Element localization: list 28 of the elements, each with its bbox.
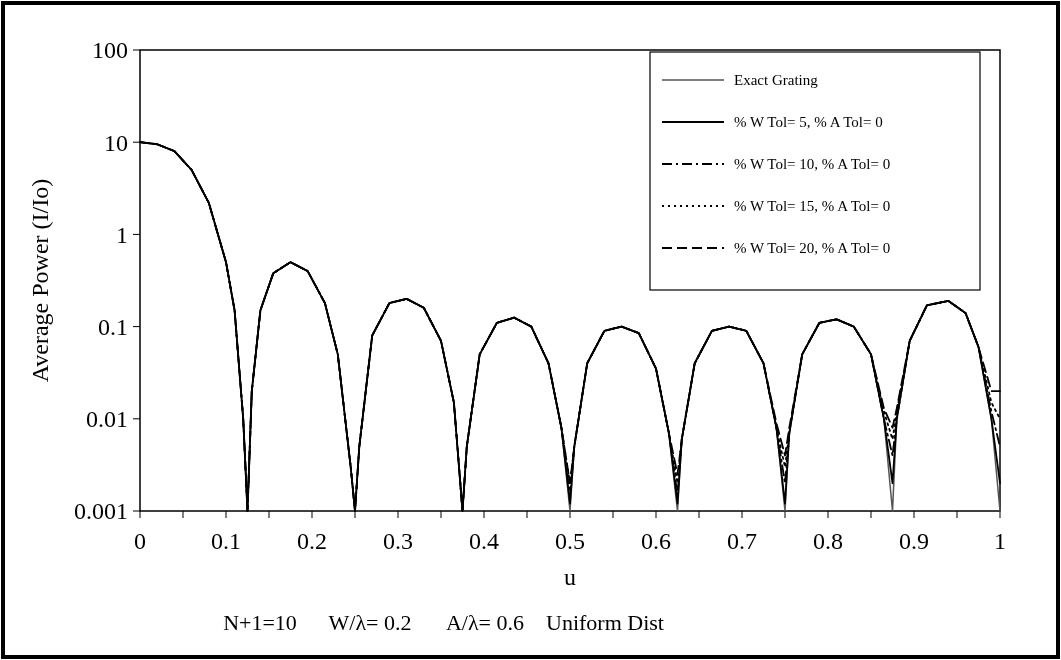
x-tick-label: 0.9 — [899, 528, 929, 554]
legend-label: % W Tol= 10, % A Tol= 0 — [734, 156, 891, 173]
legend-label: % W Tol= 5, % A Tol= 0 — [734, 114, 883, 131]
text: Uniform Dist — [546, 610, 664, 635]
x-tick-label: 0.8 — [813, 528, 843, 554]
x-tick-label: 0.5 — [555, 528, 585, 554]
y-tick-label: 0.01 — [86, 406, 128, 433]
y-tick-label: 0.1 — [98, 314, 128, 340]
y-axis-title: Average Power (I/Io) — [27, 178, 53, 383]
x-tick-label: 1 — [994, 528, 1006, 554]
text: W/λ= 0.2 — [328, 610, 412, 635]
legend-label: Exact Grating — [734, 72, 819, 89]
text: A/λ= 0.6 — [445, 610, 525, 635]
y-tick-label: 1 — [116, 221, 128, 248]
x-tick-label: 0.6 — [641, 528, 671, 554]
x-tick-label: 0.2 — [297, 528, 327, 554]
y-tick-label: 0.001 — [74, 498, 128, 525]
text: N+1=10 — [223, 610, 297, 635]
legend-label: % W Tol= 15, % A Tol= 0 — [734, 198, 891, 215]
y-tick-label: 100 — [92, 37, 128, 64]
x-tick-label: 0.3 — [383, 528, 413, 554]
x-axis-title: u — [564, 564, 576, 590]
x-tick-label: 0.4 — [469, 528, 499, 554]
x-tick-label: 0.1 — [211, 528, 241, 554]
x-tick-label: 0.7 — [727, 528, 757, 554]
x-tick-label: 0 — [134, 528, 146, 554]
legend-label: % W Tol= 20, % A Tol= 0 — [734, 240, 891, 257]
y-tick-label: 10 — [104, 129, 128, 156]
